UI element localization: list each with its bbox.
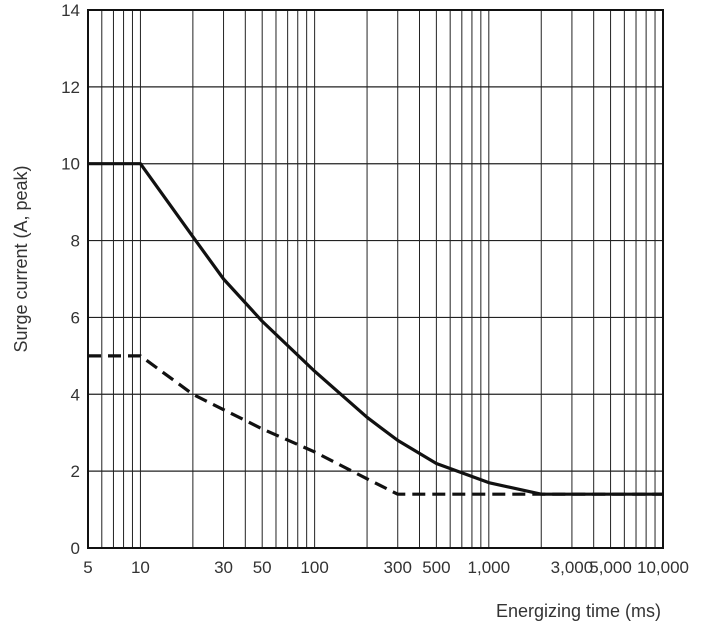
x-tick-label: 5,000 xyxy=(589,558,632,577)
y-tick-label: 10 xyxy=(61,155,80,174)
x-tick-label: 50 xyxy=(253,558,272,577)
y-tick-label: 6 xyxy=(71,308,80,327)
y-tick-label: 2 xyxy=(71,462,80,481)
solid-series-line xyxy=(88,162,663,496)
y-tick-labels: 0 2 4 6 8 10 12 14 xyxy=(61,1,80,558)
plot-frame xyxy=(87,9,664,549)
y-axis-title: Surge current (A, peak) xyxy=(11,165,31,352)
y-tick-label: 0 xyxy=(71,539,80,558)
y-tick-label: 4 xyxy=(71,385,80,404)
x-tick-label: 100 xyxy=(300,558,328,577)
x-tick-label: 300 xyxy=(384,558,412,577)
x-tick-label: 500 xyxy=(422,558,450,577)
major-grid xyxy=(88,86,663,472)
minor-grid xyxy=(101,10,656,548)
y-tick-label: 12 xyxy=(61,78,80,97)
x-tick-label: 10 xyxy=(131,558,150,577)
y-tick-label: 14 xyxy=(61,1,80,20)
x-axis-title: Energizing time (ms) xyxy=(496,601,661,621)
x-tick-label: 30 xyxy=(214,558,233,577)
y-tick-label: 8 xyxy=(71,232,80,251)
x-tick-label: 5 xyxy=(83,558,92,577)
series-layer xyxy=(88,162,663,496)
x-tick-label: 10,000 xyxy=(637,558,689,577)
x-tick-label: 3,000 xyxy=(551,558,594,577)
x-tick-label: 1,000 xyxy=(468,558,511,577)
